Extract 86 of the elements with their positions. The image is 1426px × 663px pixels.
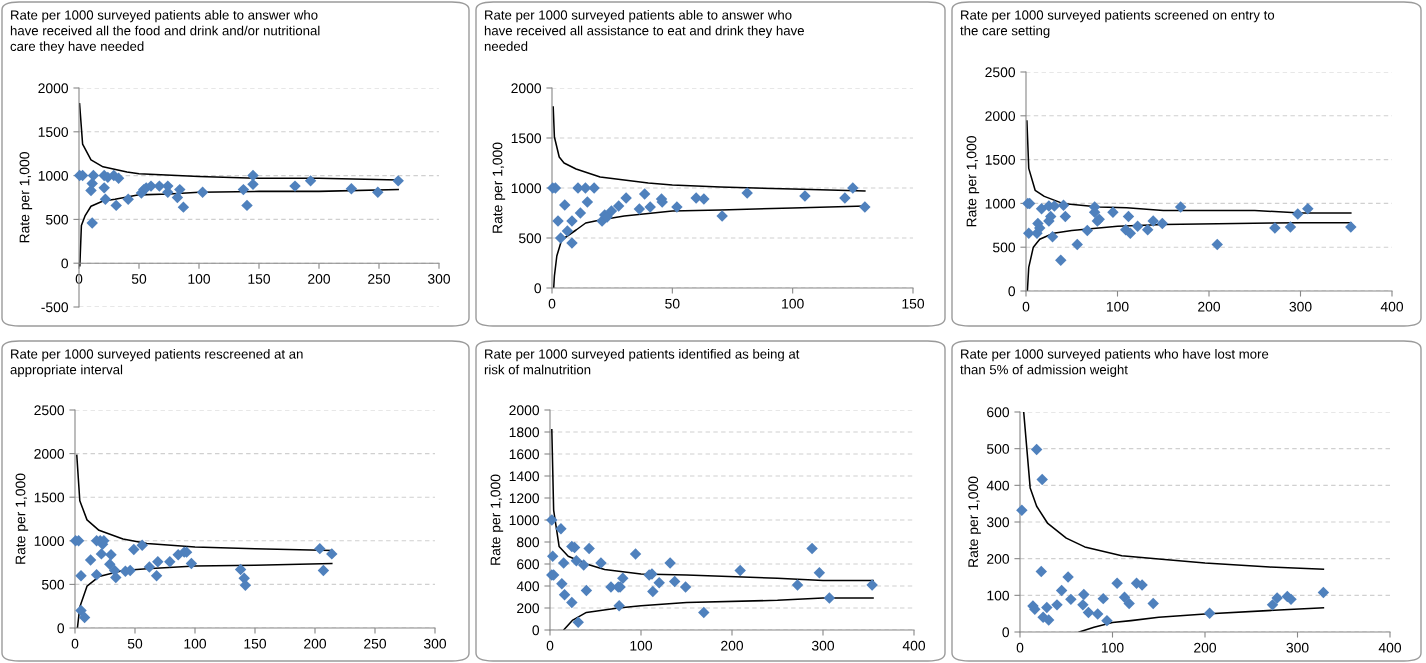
x-tick-label: 150 xyxy=(244,638,267,649)
x-tick-label: 100 xyxy=(1101,642,1124,653)
x-tick-label: 50 xyxy=(665,298,680,309)
y-tick-label: 1800 xyxy=(509,427,540,438)
x-tick-label: 200 xyxy=(308,273,331,284)
x-tick-label: 400 xyxy=(1378,642,1402,653)
y-axis-title: Rate per 1,000 xyxy=(490,474,504,565)
y-tick-label: 500 xyxy=(41,579,65,590)
y-axis-title: Rate per 1,000 xyxy=(19,152,33,243)
x-tick-label: 200 xyxy=(304,638,327,649)
y-tick-label: 0 xyxy=(1008,286,1016,297)
x-tick-label: 300 xyxy=(811,640,835,651)
x-tick-label: 200 xyxy=(1198,301,1221,312)
x-tick-label: 100 xyxy=(782,298,804,309)
y-tick-label: -500 xyxy=(41,302,69,313)
chart-title: Rate per 1000 surveyed patients rescreened at an appropriate interval xyxy=(10,349,303,377)
x-tick-label: 300 xyxy=(1286,642,1309,653)
y-axis-title: Rate per 1,000 xyxy=(968,476,981,567)
y-tick-label: 2500 xyxy=(985,67,1016,78)
x-tick-label: 150 xyxy=(902,298,925,309)
y-tick-label: 500 xyxy=(518,233,542,244)
x-tick-label: 300 xyxy=(423,638,447,649)
y-tick-label: 1500 xyxy=(38,127,69,137)
y-tick-label: 1000 xyxy=(511,183,542,194)
y-tick-label: 400 xyxy=(986,480,1010,491)
y-tick-label: 2500 xyxy=(34,405,65,416)
y-tick-label: 600 xyxy=(517,559,540,570)
x-tick-label: 250 xyxy=(368,273,391,284)
y-tick-label: 500 xyxy=(45,214,69,225)
y-tick-label: 1000 xyxy=(509,515,540,526)
y-tick-label: 2000 xyxy=(38,83,69,94)
x-tick-label: 300 xyxy=(427,273,451,284)
x-tick-label: 50 xyxy=(131,273,147,284)
y-tick-label: 2000 xyxy=(509,405,540,416)
chart-title: Rate per 1000 surveyed patients able to answer who have received all assistance to eat and drink they have needed xyxy=(484,10,804,51)
x-tick-label: 100 xyxy=(630,640,653,651)
y-tick-label: 1600 xyxy=(509,449,540,460)
y-tick-label: 0 xyxy=(532,625,540,636)
x-tick-label: 0 xyxy=(548,298,556,309)
x-tick-label: 0 xyxy=(546,640,554,651)
x-tick-label: 0 xyxy=(75,273,83,284)
x-tick-label: 100 xyxy=(188,273,211,284)
x-tick-label: 400 xyxy=(1380,301,1404,312)
y-tick-label: 800 xyxy=(517,537,540,548)
y-tick-label: 1000 xyxy=(38,170,69,181)
y-axis-title: Rate per 1,000 xyxy=(492,142,506,233)
y-tick-label: 500 xyxy=(992,242,1016,253)
x-tick-label: 50 xyxy=(127,638,143,649)
y-tick-label: 0 xyxy=(534,283,542,294)
y-tick-label: 200 xyxy=(987,554,1010,564)
y-tick-label: 100 xyxy=(987,590,1010,601)
x-tick-label: 100 xyxy=(1106,301,1129,312)
x-tick-label: 100 xyxy=(184,638,207,649)
y-tick-label: 1500 xyxy=(34,492,65,503)
x-tick-label: 0 xyxy=(1016,642,1024,653)
y-tick-label: 1500 xyxy=(511,133,542,144)
y-tick-label: 1000 xyxy=(34,536,65,546)
x-tick-label: 400 xyxy=(902,640,926,651)
chart-title: Rate per 1000 surveyed patients screened on entry to the care setting xyxy=(960,10,1275,38)
x-tick-label: 150 xyxy=(248,273,271,284)
x-tick-label: 0 xyxy=(71,638,79,649)
y-tick-label: 2000 xyxy=(985,111,1016,121)
x-tick-label: 200 xyxy=(721,640,744,651)
y-tick-label: 1500 xyxy=(985,154,1016,165)
y-tick-label: 2000 xyxy=(34,448,65,459)
x-tick-label: 200 xyxy=(1194,642,1217,653)
chart-title: Rate per 1000 surveyed patients able to answer who have received all the food and drink and/or nutritional care they have needed xyxy=(10,10,320,54)
chart-title: Rate per 1000 surveyed patients who have lost more than 5% of admission weight xyxy=(960,349,1269,377)
y-axis-title: Rate per 1,000 xyxy=(966,136,980,227)
x-tick-label: 300 xyxy=(1289,301,1312,312)
y-tick-label: 2000 xyxy=(511,83,542,94)
x-tick-label: 250 xyxy=(364,638,387,649)
y-tick-label: 300 xyxy=(986,517,1010,528)
y-tick-label: 1000 xyxy=(985,198,1016,209)
y-tick-label: 200 xyxy=(517,603,540,614)
y-axis-title: Rate per 1,000 xyxy=(15,473,29,564)
y-tick-label: 1400 xyxy=(509,471,540,482)
y-tick-label: 500 xyxy=(986,444,1010,454)
y-tick-label: 0 xyxy=(61,258,69,269)
chart-title: Rate per 1000 surveyed patients identified as being at risk of malnutrition xyxy=(484,349,800,375)
y-tick-label: 0 xyxy=(57,623,65,634)
y-tick-label: 1200 xyxy=(509,493,540,504)
x-tick-label: 0 xyxy=(1022,301,1030,312)
y-tick-label: 0 xyxy=(1002,627,1010,638)
y-tick-label: 600 xyxy=(987,407,1010,418)
y-tick-label: 400 xyxy=(516,581,540,592)
